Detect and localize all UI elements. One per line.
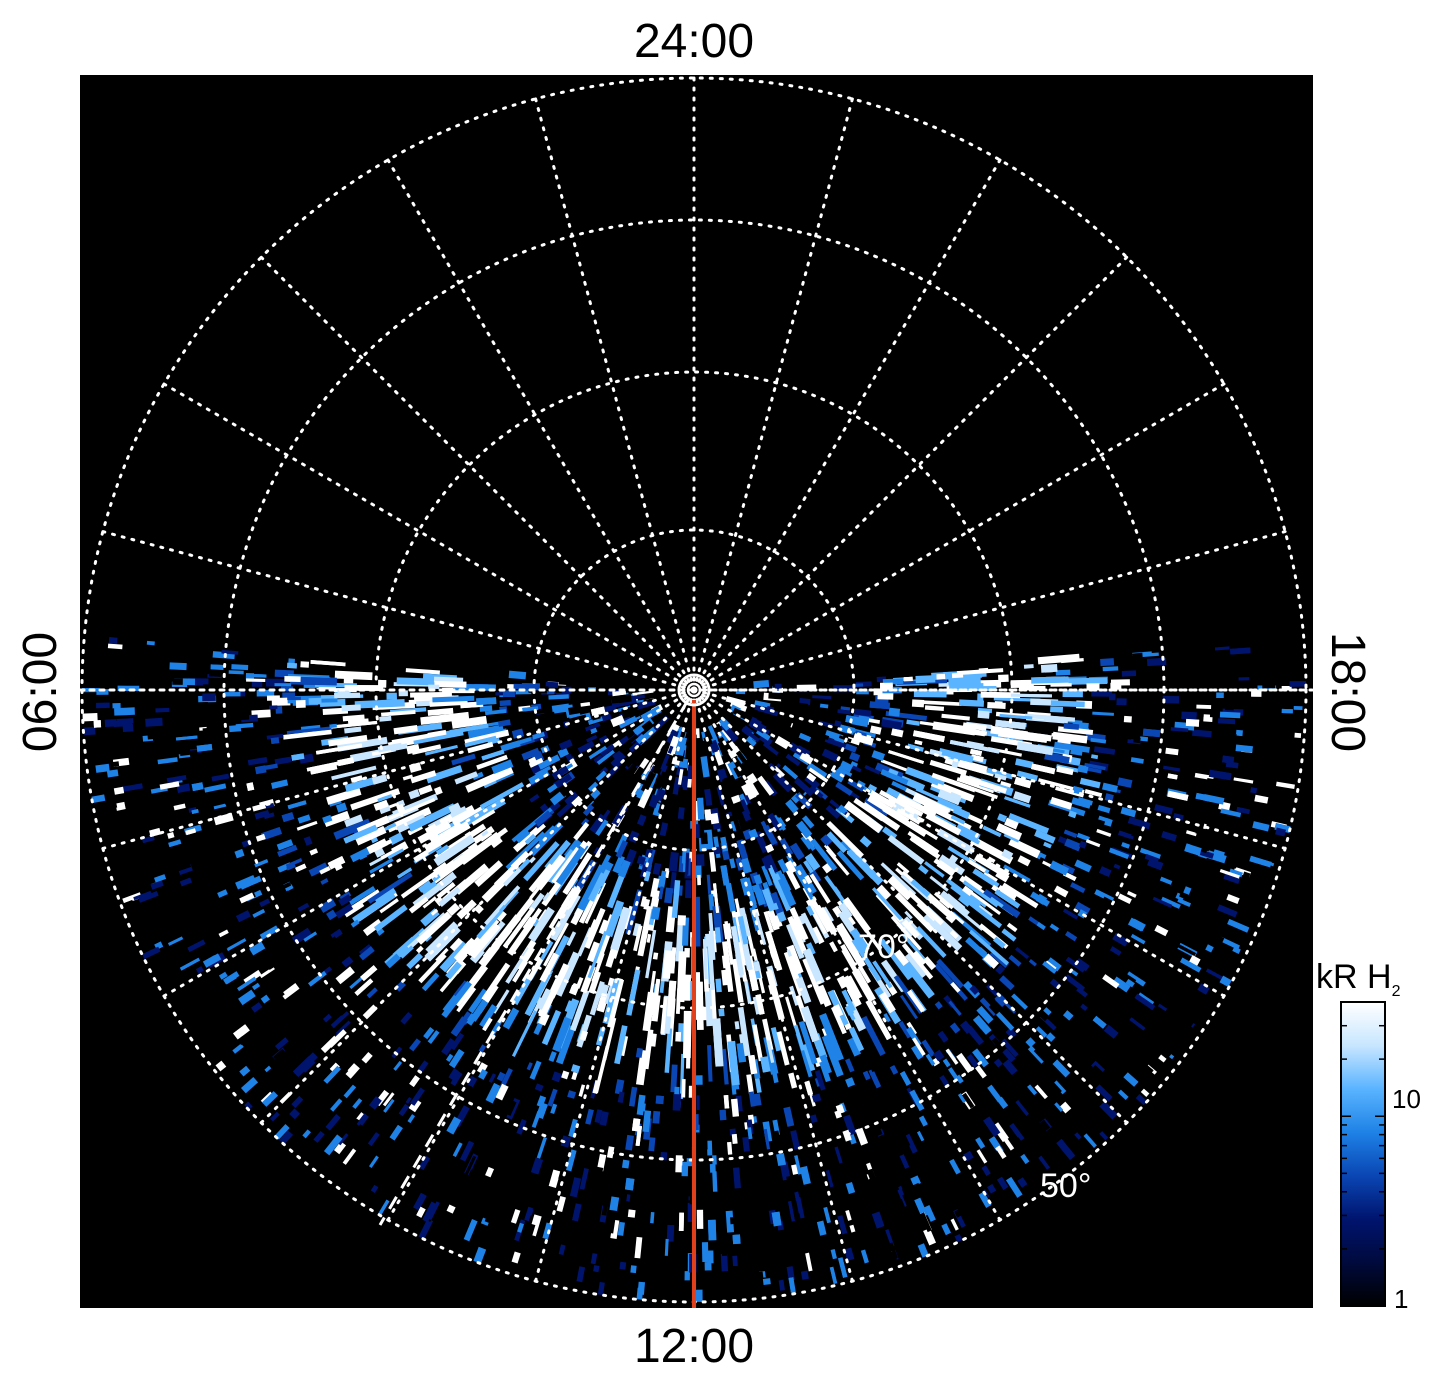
dashed-reference-line [378,699,690,1226]
auroral-emission-image [82,637,1306,1302]
pole-marker-inner [686,682,702,698]
latitude-label-70: 70° [858,928,909,966]
colorbar: kR H2 10 1 [1316,958,1421,1314]
polar-grid [80,76,1313,1304]
label-left: 06:00 [14,632,67,752]
label-top: 24:00 [634,15,754,68]
pole-marker-outer [677,673,711,707]
colorbar-gradient [1340,1001,1386,1307]
colorbar-ticks [1341,1024,1385,1250]
colorbar-tick-low: 1 [1394,1284,1408,1314]
colorbar-tick-high: 10 [1392,1084,1421,1114]
label-bottom: 12:00 [634,1320,754,1373]
latitude-label-50: 50° [1040,1167,1091,1205]
colorbar-title: kR H2 [1316,958,1401,1000]
label-right: 18:00 [1321,632,1374,752]
